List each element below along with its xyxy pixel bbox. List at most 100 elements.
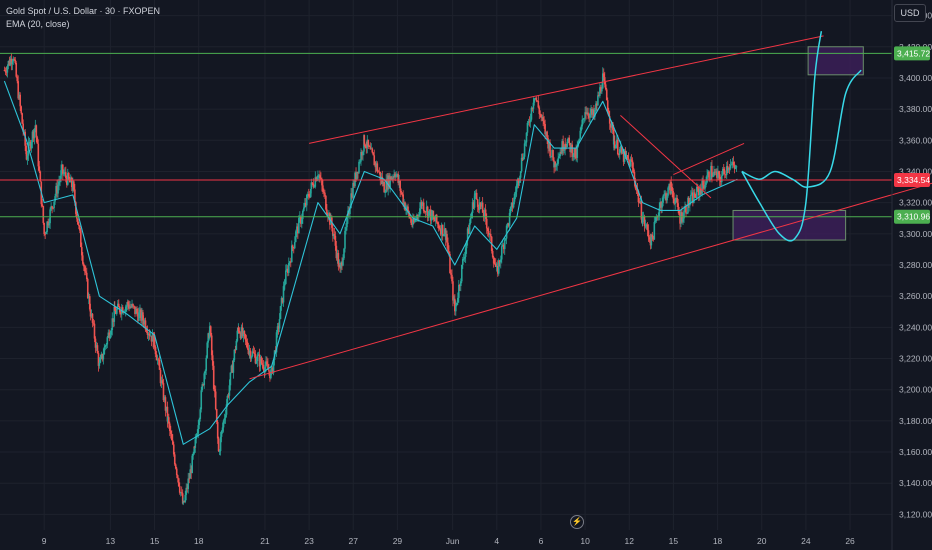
- candle-body: [155, 354, 158, 361]
- candle-body: [690, 194, 692, 202]
- candle-body: [199, 409, 202, 419]
- forecast-path: [741, 69, 862, 188]
- candle-body: [356, 171, 358, 180]
- candle-body: [285, 270, 287, 284]
- candle-body: [426, 206, 429, 218]
- candle-body: [363, 135, 366, 145]
- candle-body: [281, 297, 284, 303]
- candle-body: [670, 182, 673, 188]
- candle-body: [541, 117, 544, 118]
- candle-body: [452, 281, 454, 301]
- candle-body: [697, 186, 699, 189]
- candle-body: [320, 178, 322, 180]
- candle-body: [630, 159, 633, 161]
- candle-body: [610, 122, 613, 128]
- candle-body: [213, 389, 216, 392]
- candle-body: [591, 109, 593, 115]
- candle-body: [57, 184, 59, 194]
- candle-body: [212, 365, 215, 390]
- candle-body: [593, 109, 595, 117]
- candle-body: [175, 468, 178, 476]
- candle-body: [448, 251, 450, 255]
- candle-body: [298, 218, 300, 234]
- candle-body: [606, 100, 609, 112]
- candle-body: [357, 171, 359, 173]
- candle-body: [482, 212, 485, 217]
- candle-body: [511, 202, 514, 208]
- price-tag-label: 3,310.96: [897, 212, 930, 222]
- candle-body: [660, 201, 662, 208]
- candle-body: [215, 409, 218, 422]
- candle-body: [22, 123, 24, 132]
- candle-body: [658, 208, 661, 216]
- candle-body: [587, 112, 589, 116]
- candle-body: [108, 332, 111, 339]
- legend-indicator[interactable]: EMA (20, close): [6, 19, 70, 29]
- candle-body: [135, 308, 137, 315]
- candle-body: [311, 182, 314, 184]
- lightning-icon[interactable]: ⚡: [570, 515, 584, 529]
- candle-body: [564, 143, 567, 146]
- candle-body: [161, 380, 164, 384]
- y-tick-label: 3,340.00: [899, 166, 932, 176]
- candle-body: [129, 306, 131, 309]
- candle-body: [68, 178, 71, 183]
- candle-body: [301, 219, 303, 224]
- candle-body: [277, 326, 280, 329]
- currency-button[interactable]: USD: [894, 4, 926, 22]
- candle-body: [605, 89, 608, 101]
- candle-body: [5, 71, 8, 73]
- candle-body: [633, 172, 636, 181]
- candle-body: [302, 210, 304, 220]
- candle-body: [724, 174, 727, 176]
- candle-body: [79, 225, 81, 231]
- candle-body: [238, 331, 241, 333]
- candle-body: [372, 152, 375, 156]
- candle-body: [580, 126, 583, 131]
- candle-body: [627, 158, 630, 160]
- candle-body: [345, 227, 347, 231]
- candle-body: [409, 216, 411, 219]
- candle-body: [134, 306, 136, 315]
- candle-body: [91, 313, 94, 323]
- candle-body: [197, 425, 200, 434]
- legend-symbol[interactable]: Gold Spot / U.S. Dollar · 30 · FXOPEN: [6, 6, 161, 16]
- candle-body: [691, 192, 693, 195]
- candle-body: [465, 240, 468, 249]
- candle-body: [210, 335, 213, 356]
- candle-body: [495, 265, 498, 267]
- candle-body: [270, 367, 273, 370]
- candle-body: [87, 296, 90, 299]
- candle-body: [510, 202, 513, 208]
- candle-body: [685, 206, 687, 214]
- y-tick-label: 3,180.00: [899, 416, 932, 426]
- candle-body: [83, 266, 86, 272]
- candle-body: [680, 212, 682, 224]
- candle-body: [93, 323, 96, 339]
- candle-body: [677, 203, 679, 211]
- candle-body: [435, 214, 438, 223]
- candle-body: [376, 163, 379, 172]
- x-tick-label: Jun: [446, 536, 460, 546]
- candle-body: [652, 237, 655, 240]
- candle-body: [637, 190, 640, 203]
- price-tags-layer: 3,415.72 3,334.54 3,310.96: [894, 46, 930, 224]
- trend-line: [673, 142, 745, 176]
- candle-body: [466, 228, 469, 241]
- candle-body: [61, 164, 63, 171]
- candle-body: [647, 230, 650, 238]
- candle-body: [167, 417, 169, 422]
- candle-body: [66, 173, 69, 185]
- price-tag-box: [894, 209, 930, 224]
- candle-body: [644, 225, 647, 227]
- candle-body: [508, 212, 511, 226]
- price-tag: 3,310.96: [894, 209, 930, 224]
- candle-body: [152, 333, 155, 348]
- candle-body: [340, 262, 342, 269]
- candle-body: [232, 360, 235, 373]
- candle-body: [10, 58, 13, 65]
- price-tag-box: [894, 46, 930, 61]
- candle-body: [526, 122, 529, 133]
- candle-body: [236, 330, 239, 341]
